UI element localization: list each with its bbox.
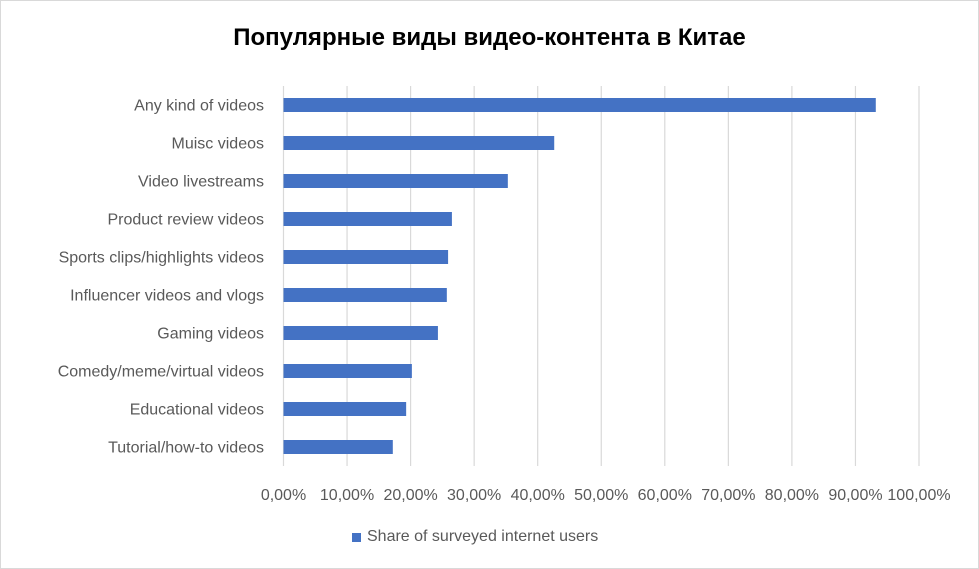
x-tick-label: 70,00% — [701, 487, 755, 504]
x-tick-label: 80,00% — [765, 487, 819, 504]
category-label: Influencer videos and vlogs — [70, 288, 264, 305]
x-tick-label: 90,00% — [828, 487, 882, 504]
category-label: Video livestreams — [138, 174, 264, 191]
bar — [283, 136, 555, 150]
x-tick-label: 50,00% — [574, 487, 628, 504]
x-tick-label: 10,00% — [320, 487, 374, 504]
legend-swatch — [352, 532, 361, 542]
x-tick-label: 100,00% — [887, 487, 950, 504]
bar — [283, 402, 407, 416]
x-tick-label: 60,00% — [638, 487, 692, 504]
category-label: Muisc videos — [172, 136, 264, 153]
category-label: Comedy/meme/virtual videos — [58, 364, 264, 381]
category-label: Gaming videos — [157, 326, 264, 343]
category-label: Sports clips/highlights videos — [59, 250, 264, 267]
legend: Share of surveyed internet users — [352, 528, 598, 546]
legend-label: Share of surveyed internet users — [367, 528, 599, 545]
bar — [283, 440, 393, 454]
bar — [283, 174, 508, 188]
bar — [283, 98, 876, 112]
x-tick-label: 20,00% — [383, 487, 437, 504]
bar — [283, 326, 438, 340]
category-label: Educational videos — [130, 402, 264, 419]
bar — [283, 288, 447, 302]
x-tick-label: 0,00% — [261, 487, 306, 504]
bar — [283, 250, 449, 264]
category-label: Any kind of videos — [134, 98, 264, 115]
bar — [283, 212, 452, 226]
chart-title: Популярные виды видео-контента в Китае — [233, 24, 746, 51]
x-tick-label: 30,00% — [447, 487, 501, 504]
category-label: Product review videos — [107, 212, 264, 229]
category-label: Tutorial/how-to videos — [108, 440, 264, 457]
x-tick-label: 40,00% — [511, 487, 565, 504]
bar — [283, 364, 412, 378]
